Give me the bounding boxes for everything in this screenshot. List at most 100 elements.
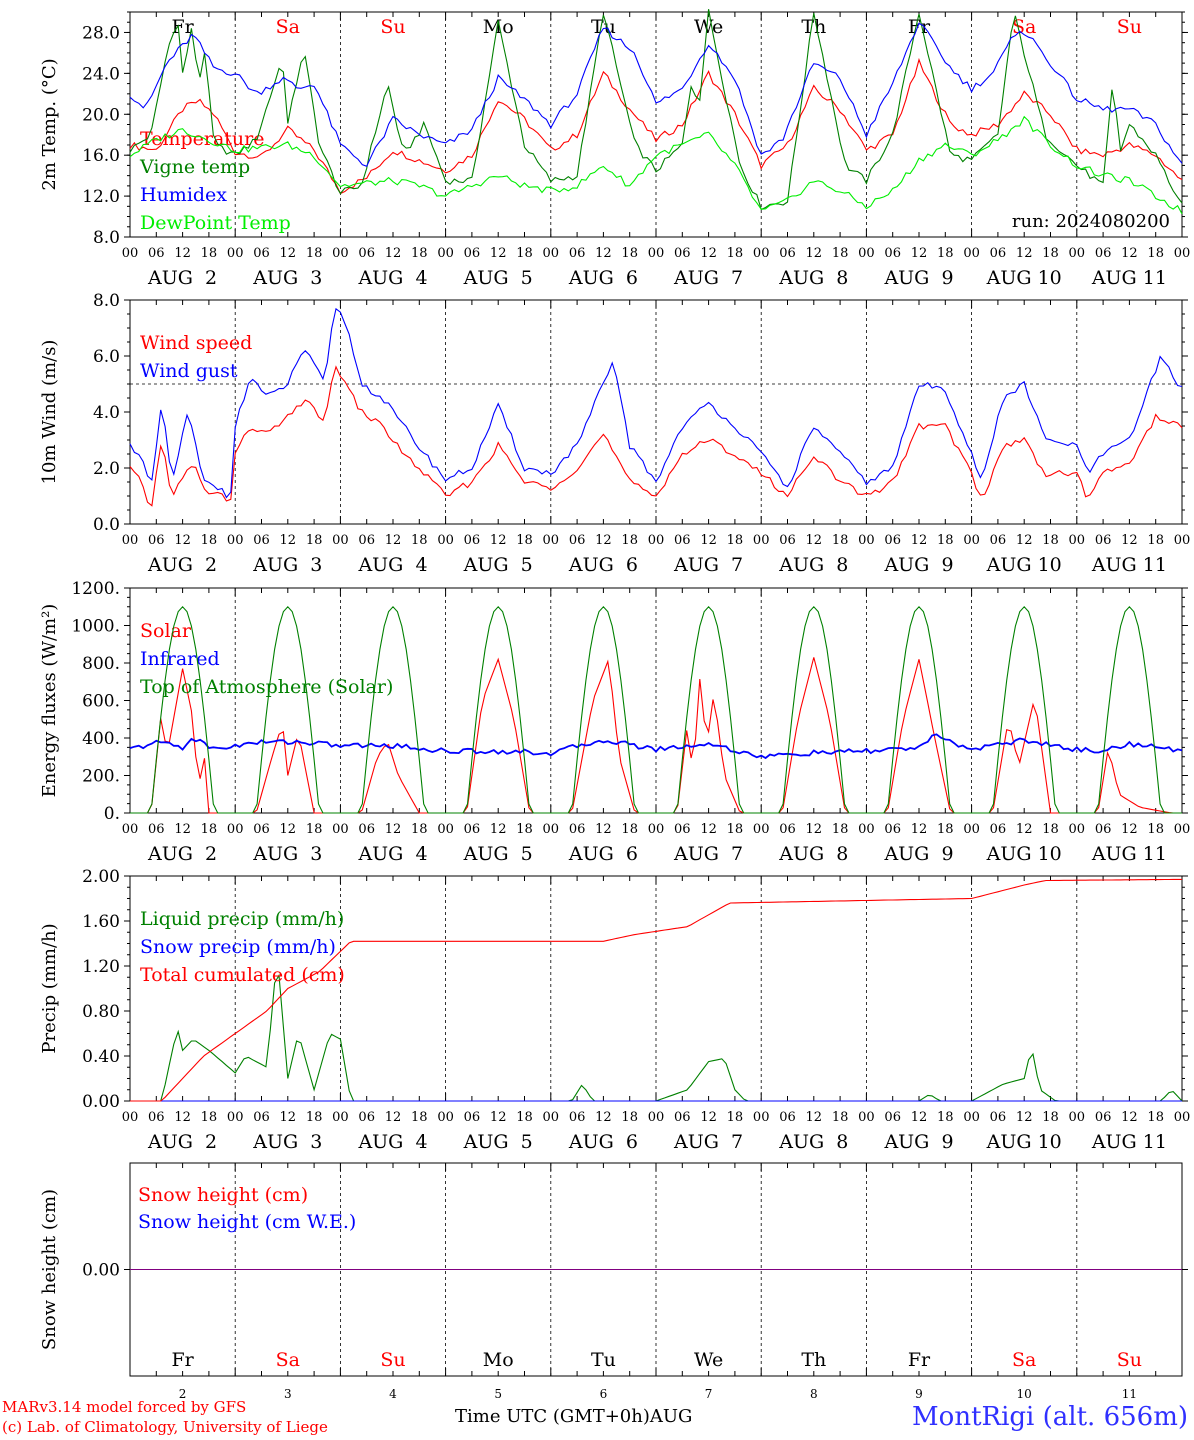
- x-date-label: AUG 9: [883, 1131, 953, 1153]
- bottom-date-label: 10: [1017, 1387, 1032, 1400]
- x-hour-label: 12: [1016, 1110, 1033, 1125]
- x-hour-label: 12: [174, 533, 191, 548]
- x-hour-label: 00: [753, 533, 770, 548]
- x-hour-label: 00: [1069, 822, 1086, 837]
- x-date-label: AUG 8: [778, 554, 848, 576]
- y-tick-label: 8.0: [93, 228, 120, 248]
- x-hour-label: 00: [437, 822, 454, 837]
- x-hour-label: 18: [411, 1110, 428, 1125]
- y-tick-label: 6.0: [93, 347, 120, 367]
- x-hour-label: 12: [595, 246, 612, 261]
- y-tick-label: 1.60: [82, 912, 120, 932]
- x-hour-label: 00: [122, 246, 139, 261]
- x-hour-label: 12: [385, 1110, 402, 1125]
- x-hour-label: 12: [280, 533, 297, 548]
- x-date-label: AUG 6: [568, 843, 638, 865]
- bottom-date-label: 2: [179, 1387, 187, 1400]
- x-hour-label: 18: [516, 246, 533, 261]
- x-hour-label: 06: [358, 533, 375, 548]
- x-hour-label: 12: [490, 1110, 507, 1125]
- x-date-label: AUG 7: [673, 1131, 743, 1153]
- bottom-date-label: 4: [389, 1387, 397, 1400]
- x-hour-label: 12: [1016, 822, 1033, 837]
- day-name-label: Tu: [591, 1349, 616, 1371]
- x-date-label: AUG 5: [463, 267, 533, 289]
- x-hour-label: 06: [148, 533, 165, 548]
- x-hour-label: 18: [1042, 533, 1059, 548]
- series-line-2: [129, 307, 1183, 499]
- x-hour-label: 18: [516, 1110, 533, 1125]
- x-date-label: AUG 5: [463, 554, 533, 576]
- run-label: run: 2024080200: [1012, 211, 1170, 232]
- x-hour-label: 00: [227, 822, 244, 837]
- x-hour-label: 18: [411, 822, 428, 837]
- x-hour-label: 00: [227, 246, 244, 261]
- x-hour-label: 00: [332, 1110, 349, 1125]
- x-hour-label: 00: [543, 246, 560, 261]
- day-name-label: Sa: [276, 1349, 300, 1371]
- x-date-label: AUG 11: [1091, 267, 1167, 289]
- x-date-label: AUG 6: [568, 1131, 638, 1153]
- y-tick-label: 1.20: [82, 957, 120, 977]
- x-hour-label: 12: [806, 822, 823, 837]
- day-name-label: Fr: [908, 16, 931, 38]
- x-hour-label: 18: [727, 1110, 744, 1125]
- x-hour-label: 06: [884, 533, 901, 548]
- x-hour-label: 18: [621, 533, 638, 548]
- x-hour-label: 12: [700, 822, 717, 837]
- x-hour-label: 18: [201, 822, 218, 837]
- x-hour-label: 06: [464, 1110, 481, 1125]
- x-date-label: AUG 4: [357, 1131, 427, 1153]
- panel-5: 0.00 Snow height (cm) Fr Sa Su Mo Tu We Th Fr Sa Su…: [39, 1162, 1188, 1401]
- y-tick-label: 2.00: [82, 867, 120, 887]
- y-tick-label: 4.0: [93, 403, 120, 423]
- x-hour-label: 18: [937, 822, 954, 837]
- bottom-date-label: 9: [915, 1387, 923, 1400]
- x-hour-label: 12: [490, 246, 507, 261]
- x-hour-label: 18: [621, 822, 638, 837]
- legend-entry: Humidex: [140, 184, 227, 206]
- x-hour-label: 18: [516, 822, 533, 837]
- x-hour-label: 00: [332, 246, 349, 261]
- x-hour-label: 18: [832, 533, 849, 548]
- x-hour-label: 18: [411, 533, 428, 548]
- x-hour-label: 00: [543, 822, 560, 837]
- x-hour-label: 00: [437, 246, 454, 261]
- panel-frame: [129, 587, 1183, 814]
- x-date-label: AUG 2: [147, 1131, 217, 1153]
- series-line-2: [129, 9, 1183, 211]
- x-date-label: AUG 11: [1091, 843, 1167, 865]
- x-hour-label: 00: [332, 533, 349, 548]
- x-hour-label: 00: [1174, 1110, 1191, 1125]
- x-date-label: AUG 2: [147, 267, 217, 289]
- x-hour-label: 06: [1095, 822, 1112, 837]
- x-hour-label: 18: [306, 533, 323, 548]
- x-date-label: AUG 10: [986, 554, 1062, 576]
- x-hour-label: 00: [227, 1110, 244, 1125]
- x-hour-label: 06: [990, 533, 1007, 548]
- x-hour-label: 06: [464, 533, 481, 548]
- x-hour-label: 18: [306, 822, 323, 837]
- x-hour-label: 18: [1042, 1110, 1059, 1125]
- series-line-1: [129, 57, 1183, 195]
- x-hour-label: 06: [358, 1110, 375, 1125]
- x-hour-label: 12: [595, 533, 612, 548]
- x-date-label: AUG 4: [357, 554, 427, 576]
- x-hour-label: 00: [1069, 246, 1086, 261]
- series-line-1: [129, 365, 1183, 507]
- bottom-date-label: 5: [494, 1387, 502, 1400]
- credit-line-lab: (c) Lab. of Climatology, University of L…: [2, 1418, 328, 1436]
- legend-entry: DewPoint Temp: [140, 212, 291, 234]
- x-hour-label: 12: [700, 1110, 717, 1125]
- day-name-label: Tu: [591, 16, 616, 38]
- x-date-label: AUG 6: [568, 554, 638, 576]
- x-hour-label: 12: [490, 533, 507, 548]
- legend-entry: Total cumulated (cm): [140, 964, 345, 986]
- x-hour-label: 18: [411, 246, 428, 261]
- x-hour-label: 00: [858, 822, 875, 837]
- x-hour-label: 00: [648, 533, 665, 548]
- x-hour-label: 06: [884, 822, 901, 837]
- day-name-label: Th: [801, 16, 826, 38]
- panel-4: 0.00 0.40 0.80 1.20 1.60 2.00 Precip (mm/h) 00 0…: [39, 867, 1190, 1153]
- x-hour-label: 06: [884, 246, 901, 261]
